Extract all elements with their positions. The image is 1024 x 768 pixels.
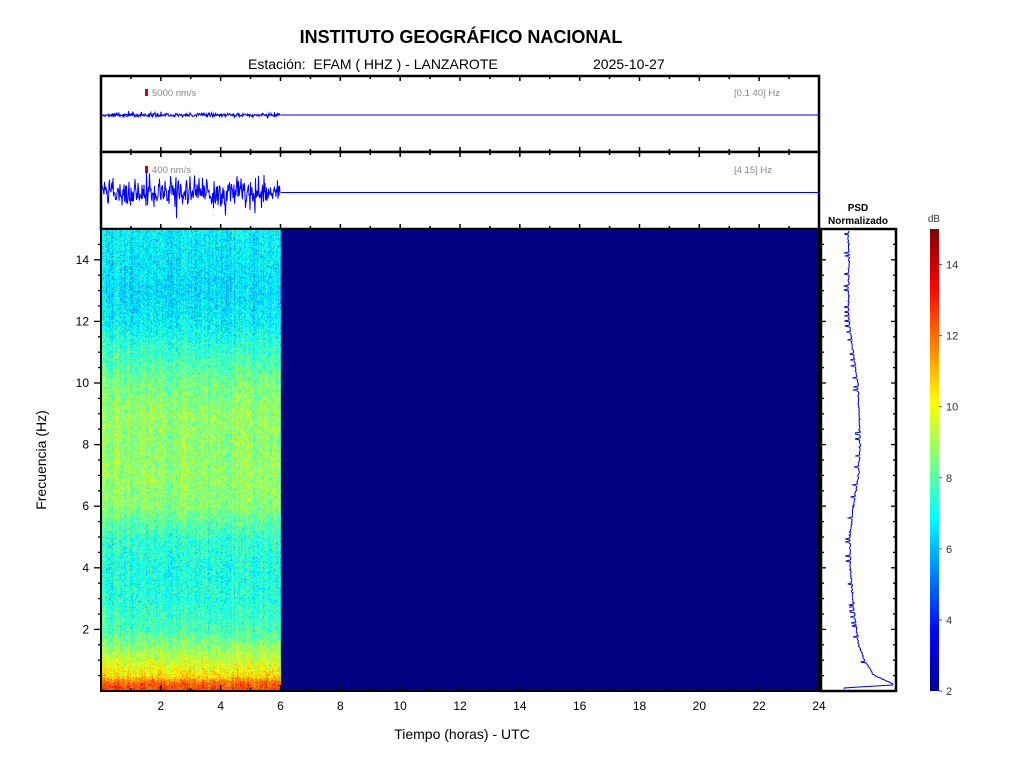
y-tick-label: 4	[82, 561, 89, 575]
x-tick-label: 10	[393, 699, 407, 713]
x-tick-label: 14	[513, 699, 527, 713]
x-axis-label: Tiempo (horas) - UTC	[394, 726, 530, 742]
date-label: 2025-10-27	[593, 56, 665, 72]
x-tick-label: 12	[453, 699, 467, 713]
spectrogram-heatmap	[101, 229, 819, 691]
y-tick-label: 14	[76, 253, 90, 267]
colorbar-tick-label: 10	[946, 402, 958, 414]
x-tick-label: 24	[812, 699, 826, 713]
colorbar-ticks: 2 4 6 8 10 12 14	[939, 260, 958, 698]
scale-label: 5000 nm/s	[152, 88, 197, 99]
waveform	[101, 171, 281, 219]
band-label: [4 15] Hz	[734, 165, 772, 176]
colorbar	[930, 229, 939, 691]
colorbar-tick-label: 8	[946, 473, 952, 485]
x-tick-label: 16	[573, 699, 587, 713]
psd-ticks	[821, 243, 896, 677]
colorbar-tick-label: 4	[946, 615, 952, 627]
x-tick-label: 18	[633, 699, 647, 713]
colorbar-tick-label: 2	[946, 686, 952, 698]
waveform	[101, 110, 281, 120]
y-axis-label: Frecuencia (Hz)	[33, 410, 49, 510]
y-tick-label: 8	[82, 438, 89, 452]
page-title: INSTITUTO GEOGRÁFICO NACIONAL	[299, 27, 623, 47]
psd-frame	[819, 227, 898, 693]
x-tick-label: 22	[752, 699, 766, 713]
psd-title-line1: PSD	[848, 203, 869, 214]
x-tick-label: 6	[277, 699, 284, 713]
colorbar-tick-label: 6	[946, 544, 952, 556]
colorbar-tick-label: 12	[946, 331, 958, 343]
scale-label: 400 nm/s	[152, 165, 191, 176]
psd-line	[842, 230, 894, 690]
y-tick-label: 10	[76, 376, 90, 390]
scale-bar	[145, 166, 148, 173]
x-tick-label: 8	[337, 699, 344, 713]
colorbar-label: dB	[928, 214, 941, 225]
x-tick-label: 20	[693, 699, 707, 713]
y-tick-label: 6	[82, 499, 89, 513]
scale-bar	[145, 89, 148, 96]
colorbar-tick-label: 14	[946, 260, 958, 272]
x-tick-label: 2	[157, 699, 164, 713]
trace-panel-filtered: 400 nm/s [4 15] Hz	[99, 150, 821, 231]
y-tick-label: 2	[82, 622, 89, 636]
trace-panel-broadband: 5000 nm/s [0.1 40] Hz	[99, 74, 821, 154]
x-tick-label: 4	[217, 699, 224, 713]
psd-title-line2: Normalizado	[828, 216, 888, 227]
station-label: Estación: EFAM ( HHZ ) - LANZAROTE	[248, 56, 498, 72]
y-tick-label: 12	[76, 314, 90, 328]
band-label: [0.1 40] Hz	[734, 88, 780, 99]
trace-frame	[99, 150, 821, 231]
